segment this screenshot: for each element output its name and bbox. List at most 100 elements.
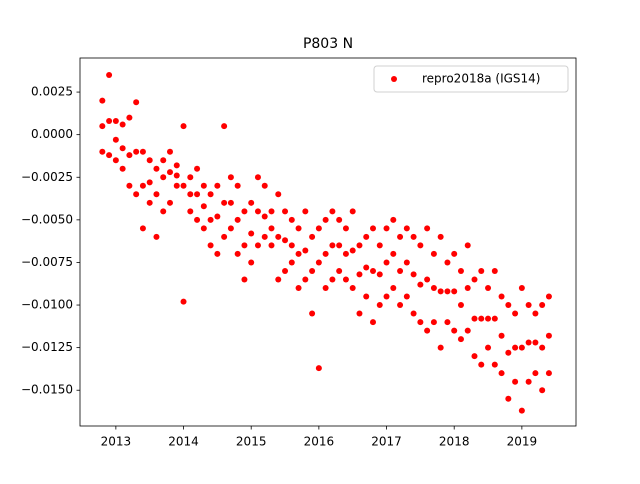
data-point xyxy=(153,233,160,240)
data-point xyxy=(275,233,282,240)
data-point xyxy=(430,319,437,326)
data-point xyxy=(539,387,546,394)
data-point xyxy=(451,288,458,295)
data-point xyxy=(288,242,295,249)
x-tick-label: 2017 xyxy=(371,435,402,449)
data-point xyxy=(133,99,140,106)
data-point xyxy=(518,407,525,414)
data-point xyxy=(173,182,180,189)
data-point xyxy=(180,123,187,130)
data-point xyxy=(451,327,458,334)
data-point xyxy=(153,191,160,198)
data-point xyxy=(234,216,241,223)
data-point xyxy=(485,285,492,291)
data-point xyxy=(302,208,309,215)
data-point xyxy=(160,174,167,181)
data-point xyxy=(491,361,498,368)
data-point xyxy=(478,361,485,368)
data-point xyxy=(518,285,525,291)
data-point xyxy=(214,250,221,257)
y-tick-label: −0.0075 xyxy=(21,255,73,269)
data-point xyxy=(369,319,376,326)
data-point xyxy=(417,319,424,326)
data-point xyxy=(302,276,309,283)
data-point xyxy=(349,247,356,254)
x-tick-label: 2019 xyxy=(507,435,538,449)
data-point xyxy=(417,242,424,249)
data-point xyxy=(248,259,255,266)
data-point xyxy=(457,267,464,274)
data-point xyxy=(248,230,255,237)
data-point xyxy=(356,310,363,317)
data-point xyxy=(363,293,370,300)
data-point xyxy=(491,315,498,322)
data-point xyxy=(248,199,255,206)
data-point xyxy=(146,157,153,164)
data-point xyxy=(261,233,268,240)
data-point xyxy=(200,225,207,232)
data-point xyxy=(512,344,519,351)
data-point xyxy=(288,216,295,223)
data-point xyxy=(254,208,261,215)
data-point xyxy=(437,344,444,351)
data-point xyxy=(485,315,492,322)
data-point xyxy=(194,191,201,198)
data-point xyxy=(390,250,397,257)
data-point xyxy=(464,285,471,291)
y-tick-label: 0.0000 xyxy=(31,127,73,141)
data-point xyxy=(309,233,316,240)
data-point xyxy=(322,285,329,291)
data-point xyxy=(214,213,221,220)
data-point xyxy=(532,370,539,377)
data-point xyxy=(119,121,126,128)
chart-title: P803 N xyxy=(303,36,353,52)
data-point xyxy=(126,182,133,189)
data-point xyxy=(295,285,302,291)
data-point xyxy=(518,344,525,351)
data-point xyxy=(99,148,106,155)
data-point xyxy=(295,225,302,232)
data-point xyxy=(221,233,228,240)
data-point xyxy=(234,250,241,257)
data-point xyxy=(160,157,167,164)
data-point xyxy=(430,285,437,291)
data-point xyxy=(532,310,539,317)
data-point xyxy=(539,344,546,351)
data-point xyxy=(139,182,146,189)
y-tick-label: −0.0125 xyxy=(21,340,73,354)
data-point xyxy=(173,162,180,169)
data-point xyxy=(146,199,153,206)
data-point xyxy=(424,327,431,334)
data-point xyxy=(241,208,248,215)
data-point xyxy=(525,302,532,309)
data-point xyxy=(424,225,431,232)
data-point xyxy=(329,208,336,215)
data-point xyxy=(478,315,485,322)
data-point xyxy=(525,378,532,385)
data-point xyxy=(397,233,404,240)
data-point xyxy=(99,97,106,104)
data-point xyxy=(112,157,119,164)
data-point xyxy=(437,233,444,240)
data-point xyxy=(133,148,140,155)
data-point xyxy=(160,208,167,215)
data-point xyxy=(106,118,113,125)
data-point xyxy=(512,310,519,317)
data-point xyxy=(329,276,336,283)
data-point xyxy=(139,148,146,155)
data-point xyxy=(282,208,289,215)
data-point xyxy=(315,259,322,266)
legend-marker xyxy=(391,76,397,82)
data-point xyxy=(424,276,431,283)
data-point xyxy=(254,242,261,249)
y-tick-label: −0.0100 xyxy=(21,298,73,312)
data-point xyxy=(106,72,113,79)
data-point xyxy=(322,216,329,223)
data-point xyxy=(505,395,512,402)
x-tick-label: 2015 xyxy=(236,435,267,449)
data-point xyxy=(302,247,309,254)
data-point xyxy=(485,344,492,351)
data-point xyxy=(119,145,126,152)
data-point xyxy=(315,225,322,232)
